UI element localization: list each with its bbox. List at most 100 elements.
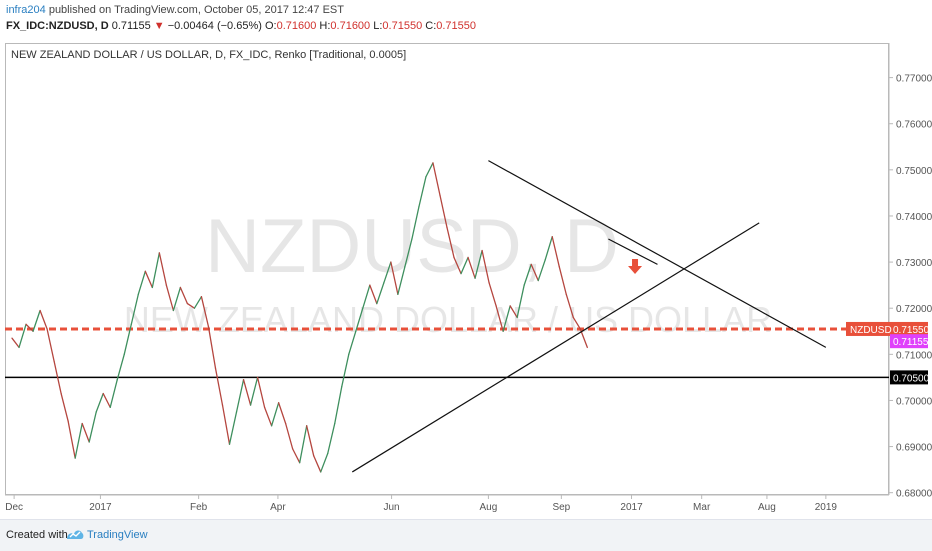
renko-segment-up — [376, 282, 385, 305]
renko-segment-down — [277, 402, 287, 425]
renko-segment-up — [320, 452, 329, 473]
symbol-ohlc: FX_IDC:NZDUSD, D 0.71155 ▼ −0.00464 (−0.… — [6, 20, 476, 32]
renko-segment-down — [306, 425, 315, 457]
x-tick-label: Dec — [5, 502, 23, 513]
support-badge-value: 0.70500 — [893, 373, 930, 384]
high-label: H: — [319, 20, 331, 32]
renko-segment-up — [95, 392, 104, 413]
y-tick-label: 0.77000 — [896, 74, 932, 85]
renko-segment-down — [453, 256, 462, 275]
renko-segment-up — [425, 162, 434, 178]
renko-segment-down — [446, 226, 455, 259]
renko-segment-down — [530, 263, 539, 282]
renko-segment-down — [242, 379, 252, 406]
price-change: −0.00464 (−0.65%) — [167, 20, 262, 32]
x-tick-label: Apr — [270, 502, 286, 513]
renko-segment-up — [397, 266, 406, 296]
renko-segment-down — [53, 360, 62, 395]
renko-segment-up — [327, 422, 336, 455]
renko-segment-up — [341, 353, 350, 388]
watermark: NZDUSD, D NEW ZEALAND DOLLAR / US DOLLAR — [124, 204, 772, 340]
renko-segment-up — [355, 307, 364, 332]
x-tick-label: 2017 — [620, 502, 643, 513]
y-tick-label: 0.72000 — [896, 304, 932, 315]
x-tick-label: Sep — [552, 502, 570, 513]
renko-segment-up — [516, 284, 525, 319]
renko-segment-up — [235, 379, 245, 413]
renko-segment-up — [109, 379, 118, 409]
renko-segment-up — [502, 305, 511, 332]
renko-segment-down — [432, 162, 441, 196]
renko-segment-down — [179, 286, 189, 305]
annotations — [628, 259, 643, 274]
publish-info: infra204 published on TradingView.com, O… — [6, 4, 344, 16]
tradingview-logo-icon[interactable] — [66, 527, 84, 541]
trendlines[interactable] — [351, 160, 827, 473]
renko-segment-up — [88, 411, 97, 443]
trendline — [351, 222, 760, 473]
close-label: C: — [425, 20, 437, 32]
renko-segment-up — [362, 284, 371, 309]
renko-segment-down — [390, 261, 399, 296]
nzdusd-badge-symbol: NZDUSD — [850, 325, 892, 336]
renko-segment-up — [404, 238, 413, 268]
author-link[interactable]: infra204 — [6, 4, 46, 16]
open-label: O: — [264, 20, 277, 32]
renko-segment-down — [102, 392, 111, 409]
renko-segment-down — [67, 420, 76, 459]
renko-segment-up — [383, 261, 392, 284]
y-tick-label: 0.70000 — [896, 396, 932, 407]
watermark-name: NEW ZEALAND DOLLAR / US DOLLAR — [124, 299, 772, 340]
renko-segment-up — [348, 330, 357, 355]
renko-segment-up — [523, 263, 532, 286]
renko-segment-down — [551, 236, 560, 268]
last-price-badge-value: 0.71155 — [893, 337, 929, 348]
renko-segment-up — [474, 249, 483, 279]
renko-segment-down — [214, 367, 224, 406]
renko-segment-down — [558, 266, 567, 296]
trendline — [608, 238, 658, 265]
renko-segment-down — [165, 284, 175, 312]
renko-segment-up — [193, 296, 203, 309]
y-tick-label: 0.74000 — [896, 212, 932, 223]
renko-segment-down — [11, 337, 20, 349]
renko-segment-down — [25, 323, 34, 332]
renko-segment-down — [481, 249, 490, 284]
down-triangle-icon: ▼ — [153, 20, 165, 32]
renko-segment-down — [81, 422, 90, 443]
renko-segment-up — [544, 236, 553, 261]
high-value: 0.71600 — [330, 20, 371, 32]
renko-segment-down — [488, 282, 497, 307]
renko-series — [11, 162, 588, 473]
support-level-badge — [890, 370, 928, 385]
renko-segment-down — [292, 448, 301, 464]
y-tick-label: 0.75000 — [896, 166, 932, 177]
renko-segment-up — [299, 425, 308, 464]
renko-segment-down — [39, 309, 48, 330]
renko-segment-down — [572, 316, 581, 330]
renko-segment-down — [495, 305, 504, 332]
y-tick-label: 0.73000 — [896, 258, 932, 269]
renko-segment-down — [60, 392, 69, 422]
y-tick-label: 0.69000 — [896, 443, 932, 454]
renko-segment-down — [221, 404, 231, 445]
price-axis[interactable]: 0.77000 0.76000 0.75000 0.74000 0.73000 0.720… — [889, 74, 932, 500]
renko-segment-up — [116, 353, 125, 381]
renko-segment-up — [172, 286, 182, 312]
renko-segment-down — [200, 296, 210, 328]
renko-segment-up — [123, 323, 132, 355]
renko-segment-down — [439, 194, 448, 229]
renko-segment-up — [130, 293, 139, 325]
close-value: 0.71550 — [436, 20, 477, 32]
time-axis[interactable]: Dec 2017 Feb Apr Jun Aug Sep 2017 Mar Aug 2019 — [5, 495, 837, 513]
renko-segment-down — [144, 270, 153, 289]
renko-segment-up — [32, 309, 41, 332]
tradingview-brand[interactable]: TradingView — [87, 529, 148, 541]
x-tick-label: 2017 — [89, 502, 112, 513]
renko-segment-down — [565, 293, 574, 319]
renko-segment-down — [256, 376, 266, 409]
header-bar: infra204 published on TradingView.com, O… — [0, 0, 932, 40]
x-tick-label: Aug — [758, 502, 776, 513]
